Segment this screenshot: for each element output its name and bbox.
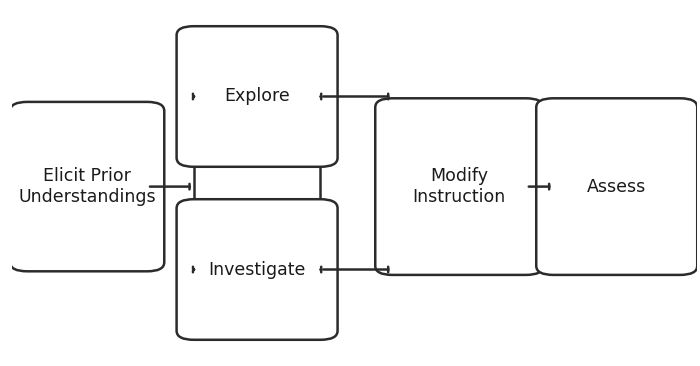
FancyBboxPatch shape <box>176 199 337 340</box>
Text: Modify
Instruction: Modify Instruction <box>412 167 506 206</box>
Text: Investigate: Investigate <box>209 261 306 279</box>
FancyBboxPatch shape <box>176 26 337 167</box>
Text: Elicit Prior
Understandings: Elicit Prior Understandings <box>18 167 156 206</box>
Text: Explore: Explore <box>224 87 290 105</box>
Text: Assess: Assess <box>587 178 646 195</box>
FancyBboxPatch shape <box>10 102 164 271</box>
FancyBboxPatch shape <box>536 98 697 275</box>
FancyBboxPatch shape <box>375 98 543 275</box>
